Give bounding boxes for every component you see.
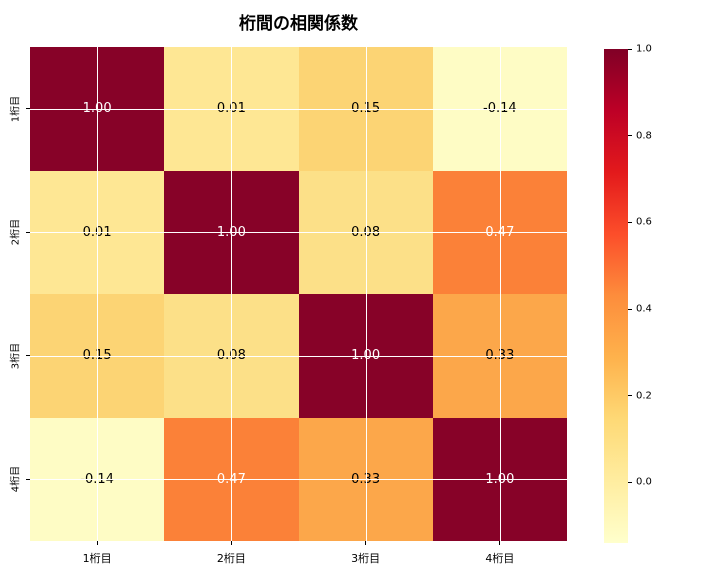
heatmap-cell-r3c4: 0.33	[432, 294, 567, 418]
colorbar-tick-label: 0.2	[636, 390, 652, 402]
colorbar-tick	[628, 308, 632, 310]
heatmap-cell-r4c4: 1.00	[432, 417, 567, 541]
colorbar-tick-label: 0.8	[636, 130, 652, 142]
x-axis-label-3: 3桁目	[351, 552, 381, 565]
y-axis-tick	[26, 355, 30, 357]
colorbar-tick	[628, 48, 632, 50]
heatmap-cell-r4c2: 0.47	[164, 417, 299, 541]
x-axis-tick	[230, 541, 232, 545]
y-axis-label-1: 1桁目	[10, 95, 22, 122]
colorbar-tick-label: 0.6	[636, 216, 652, 228]
colorbar-tick-label: 0.0	[636, 476, 652, 488]
heatmap-cell-r2c1: 0.01	[30, 170, 165, 294]
x-axis-tick	[365, 541, 367, 545]
heatmap-cell-r1c2: 0.01	[164, 47, 299, 171]
y-axis-label-3: 3桁目	[10, 342, 22, 369]
x-axis-label-1: 1桁目	[82, 552, 112, 565]
colorbar-tick-label: 0.4	[636, 303, 652, 315]
colorbar-tick	[628, 395, 632, 397]
heatmap-cell-r2c4: 0.47	[432, 170, 567, 294]
y-axis-tick	[26, 108, 30, 110]
heatmap-cell-r2c2: 1.00	[164, 170, 299, 294]
heatmap-cell-r2c3: 0.08	[298, 170, 433, 294]
colorbar	[604, 49, 628, 543]
heatmap-cell-r4c3: 0.33	[298, 417, 433, 541]
heatmap-cell-r3c3: 1.00	[298, 294, 433, 418]
colorbar-tick	[628, 481, 632, 483]
colorbar-tick	[628, 221, 632, 223]
heatmap: 1.00 0.01 0.15 -0.14 0.01 1.00 0.08 0.47 0.15 0.0…	[30, 47, 567, 541]
y-axis-label-4: 4桁目	[10, 466, 22, 493]
x-axis-label-4: 4桁目	[485, 552, 515, 565]
heatmap-cell-r1c4: -0.14	[432, 47, 567, 171]
x-axis-tick	[96, 541, 98, 545]
heatmap-cell-r1c3: 0.15	[298, 47, 433, 171]
colorbar-tick	[628, 135, 632, 137]
x-axis-tick	[499, 541, 501, 545]
x-axis-label-2: 2桁目	[216, 552, 246, 565]
colorbar-tick-label: 1.0	[636, 43, 652, 55]
chart-title: 桁間の相関係数	[239, 14, 358, 34]
heatmap-cell-r3c1: 0.15	[30, 294, 165, 418]
y-axis-tick	[26, 231, 30, 233]
heatmap-cell-r3c2: 0.08	[164, 294, 299, 418]
y-axis-label-2: 2桁目	[10, 219, 22, 246]
heatmap-cell-r4c1: -0.14	[30, 417, 165, 541]
heatmap-cell-r1c1: 1.00	[30, 47, 165, 171]
y-axis-tick	[26, 478, 30, 480]
